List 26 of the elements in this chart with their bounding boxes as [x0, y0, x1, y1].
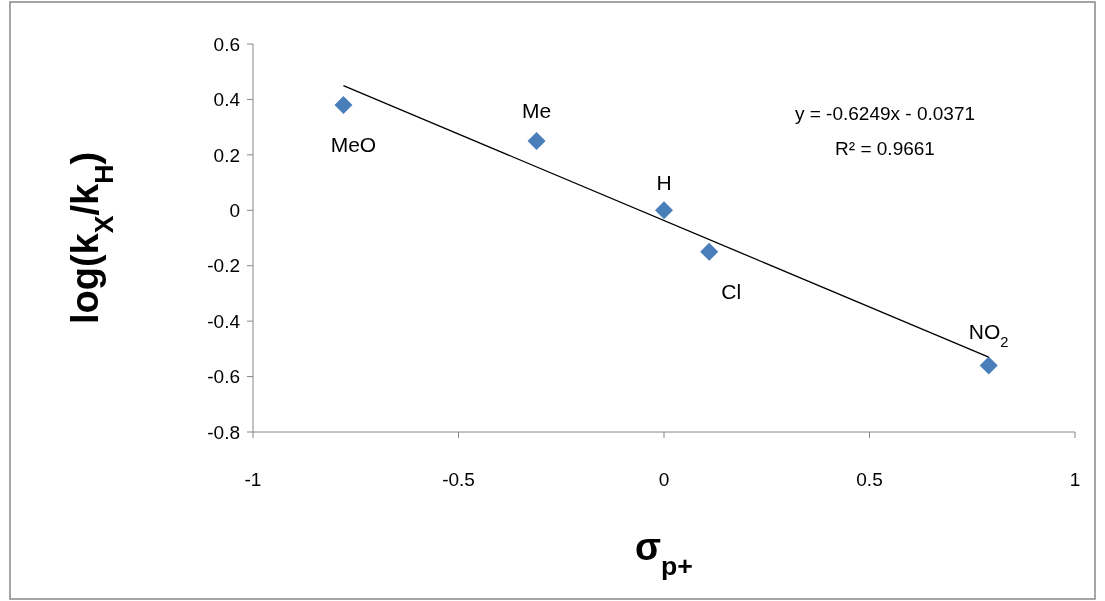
- y-tick-label: -0.4: [207, 310, 241, 332]
- annotation: Cl: [721, 280, 742, 304]
- x-tick-label: 0: [658, 469, 670, 490]
- point: [979, 356, 998, 375]
- y-tick-label: 0.2: [213, 144, 240, 166]
- annotation: y = -0.6249x - 0.0371: [794, 103, 976, 124]
- x-tick-label: 1: [1069, 469, 1081, 490]
- annotation: MeO: [330, 133, 377, 157]
- y-tick-label: -0.6: [207, 366, 240, 388]
- x-axis-title: σ$_{p+}$: [635, 526, 693, 581]
- y-tick-label: 0: [229, 199, 240, 221]
- annotation: H: [656, 170, 672, 194]
- x-tick-label: 0.5: [856, 469, 883, 490]
- y-tick-label: 0.6: [213, 33, 240, 55]
- x-tick-label: -0.5: [442, 469, 475, 490]
- annotation: NO$_{2}$: [968, 319, 1009, 350]
- point: [655, 201, 673, 220]
- y-tick-label: 0.4: [213, 89, 241, 111]
- point: [700, 242, 719, 261]
- point: [334, 95, 353, 114]
- annotation: Me: [522, 99, 552, 123]
- annotation: R² = 0.9661: [835, 138, 935, 159]
- point: [527, 132, 546, 150]
- x-tick-label: -1: [244, 469, 262, 490]
- y-tick-label: -0.8: [207, 421, 240, 443]
- y-tick-label: -0.2: [207, 255, 240, 277]
